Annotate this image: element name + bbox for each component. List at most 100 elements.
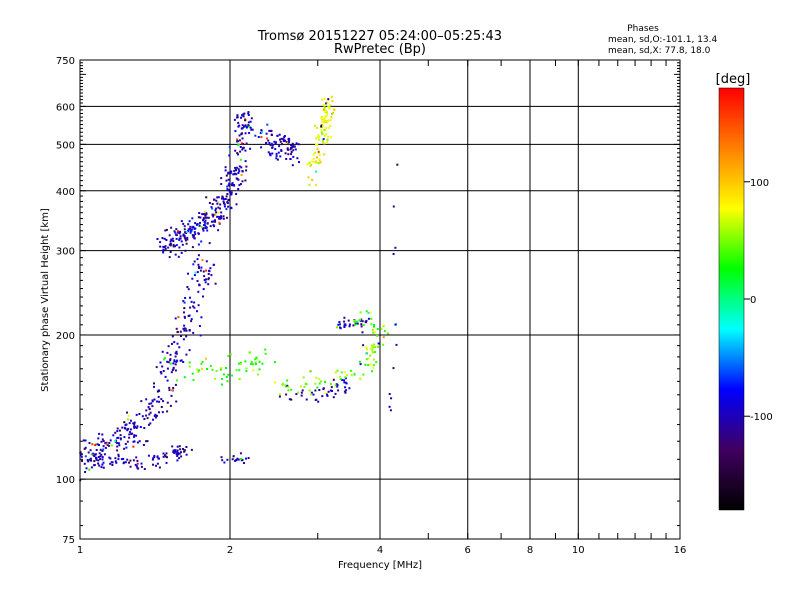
data-point xyxy=(166,401,169,404)
data-point xyxy=(184,316,186,319)
data-point xyxy=(150,402,153,405)
data-point xyxy=(186,236,189,239)
data-point xyxy=(189,230,192,233)
data-point xyxy=(218,221,221,224)
data-point xyxy=(336,385,339,388)
data-point xyxy=(215,370,218,372)
data-point xyxy=(142,444,145,446)
data-point xyxy=(172,245,175,248)
data-point xyxy=(322,118,325,121)
data-point xyxy=(376,328,379,331)
data-point xyxy=(171,445,174,448)
data-point xyxy=(327,98,330,101)
data-point xyxy=(265,132,268,135)
data-point xyxy=(264,348,267,351)
data-point xyxy=(390,397,393,400)
data-point xyxy=(222,200,225,203)
data-point xyxy=(132,445,135,448)
data-point xyxy=(233,118,236,121)
data-point xyxy=(162,249,165,252)
data-point xyxy=(102,466,105,469)
data-point xyxy=(266,137,268,140)
data-point xyxy=(189,306,192,309)
data-point xyxy=(239,363,242,365)
data-point xyxy=(278,393,281,396)
data-point xyxy=(223,461,226,464)
data-point xyxy=(189,296,191,299)
data-point xyxy=(227,171,230,174)
data-point xyxy=(136,466,139,469)
data-point xyxy=(240,459,243,462)
data-point xyxy=(237,362,240,365)
data-point xyxy=(196,258,199,261)
data-point xyxy=(329,119,332,122)
data-point xyxy=(297,391,299,394)
data-point xyxy=(321,121,324,124)
data-point xyxy=(207,273,210,275)
data-point xyxy=(365,358,368,361)
data-point xyxy=(245,125,248,128)
data-point xyxy=(119,434,122,437)
data-point xyxy=(205,216,207,219)
data-point xyxy=(123,461,125,464)
data-point xyxy=(288,140,290,143)
data-point xyxy=(95,456,98,459)
data-point xyxy=(109,462,112,465)
data-point xyxy=(332,378,335,381)
data-point xyxy=(328,106,331,109)
data-point xyxy=(99,458,102,461)
data-point xyxy=(193,260,196,263)
colorbar-tick-label: 0 xyxy=(750,295,756,306)
y-tick-label: 600 xyxy=(56,102,75,113)
data-point xyxy=(97,437,100,440)
data-point xyxy=(151,458,154,461)
data-point xyxy=(194,271,197,274)
data-point xyxy=(191,234,194,237)
data-point xyxy=(152,418,154,421)
data-point xyxy=(319,161,322,164)
data-point xyxy=(225,179,228,182)
data-point xyxy=(192,263,195,266)
data-point xyxy=(318,138,320,141)
data-point xyxy=(207,216,210,219)
data-point xyxy=(190,300,193,303)
data-point xyxy=(211,213,214,216)
data-point xyxy=(382,324,385,327)
data-point xyxy=(115,461,118,464)
data-point xyxy=(184,231,187,234)
data-point xyxy=(352,324,355,327)
data-point xyxy=(343,316,346,319)
data-point xyxy=(217,206,220,209)
data-point xyxy=(216,202,219,205)
data-point xyxy=(183,376,186,379)
data-point xyxy=(250,117,253,120)
data-point xyxy=(81,460,83,462)
data-point xyxy=(185,335,188,338)
data-point xyxy=(100,440,103,443)
data-point xyxy=(197,370,200,373)
data-point xyxy=(192,331,195,334)
data-point xyxy=(268,142,271,144)
data-point xyxy=(184,297,187,299)
data-point xyxy=(175,327,178,330)
data-point xyxy=(320,129,323,132)
data-point xyxy=(330,115,333,118)
y-tick-label: 400 xyxy=(56,187,75,198)
data-point xyxy=(227,184,230,187)
data-point xyxy=(235,173,238,176)
data-point xyxy=(193,306,196,309)
data-point xyxy=(344,376,347,379)
data-point xyxy=(85,467,88,470)
data-point xyxy=(290,388,293,391)
data-point xyxy=(133,423,136,426)
data-point xyxy=(93,464,96,466)
data-point xyxy=(147,454,150,457)
data-point xyxy=(252,369,255,372)
data-point xyxy=(339,378,342,381)
data-point xyxy=(341,378,343,381)
data-point xyxy=(101,450,104,452)
data-point xyxy=(318,158,321,161)
data-point xyxy=(159,241,162,244)
data-point xyxy=(243,125,245,128)
